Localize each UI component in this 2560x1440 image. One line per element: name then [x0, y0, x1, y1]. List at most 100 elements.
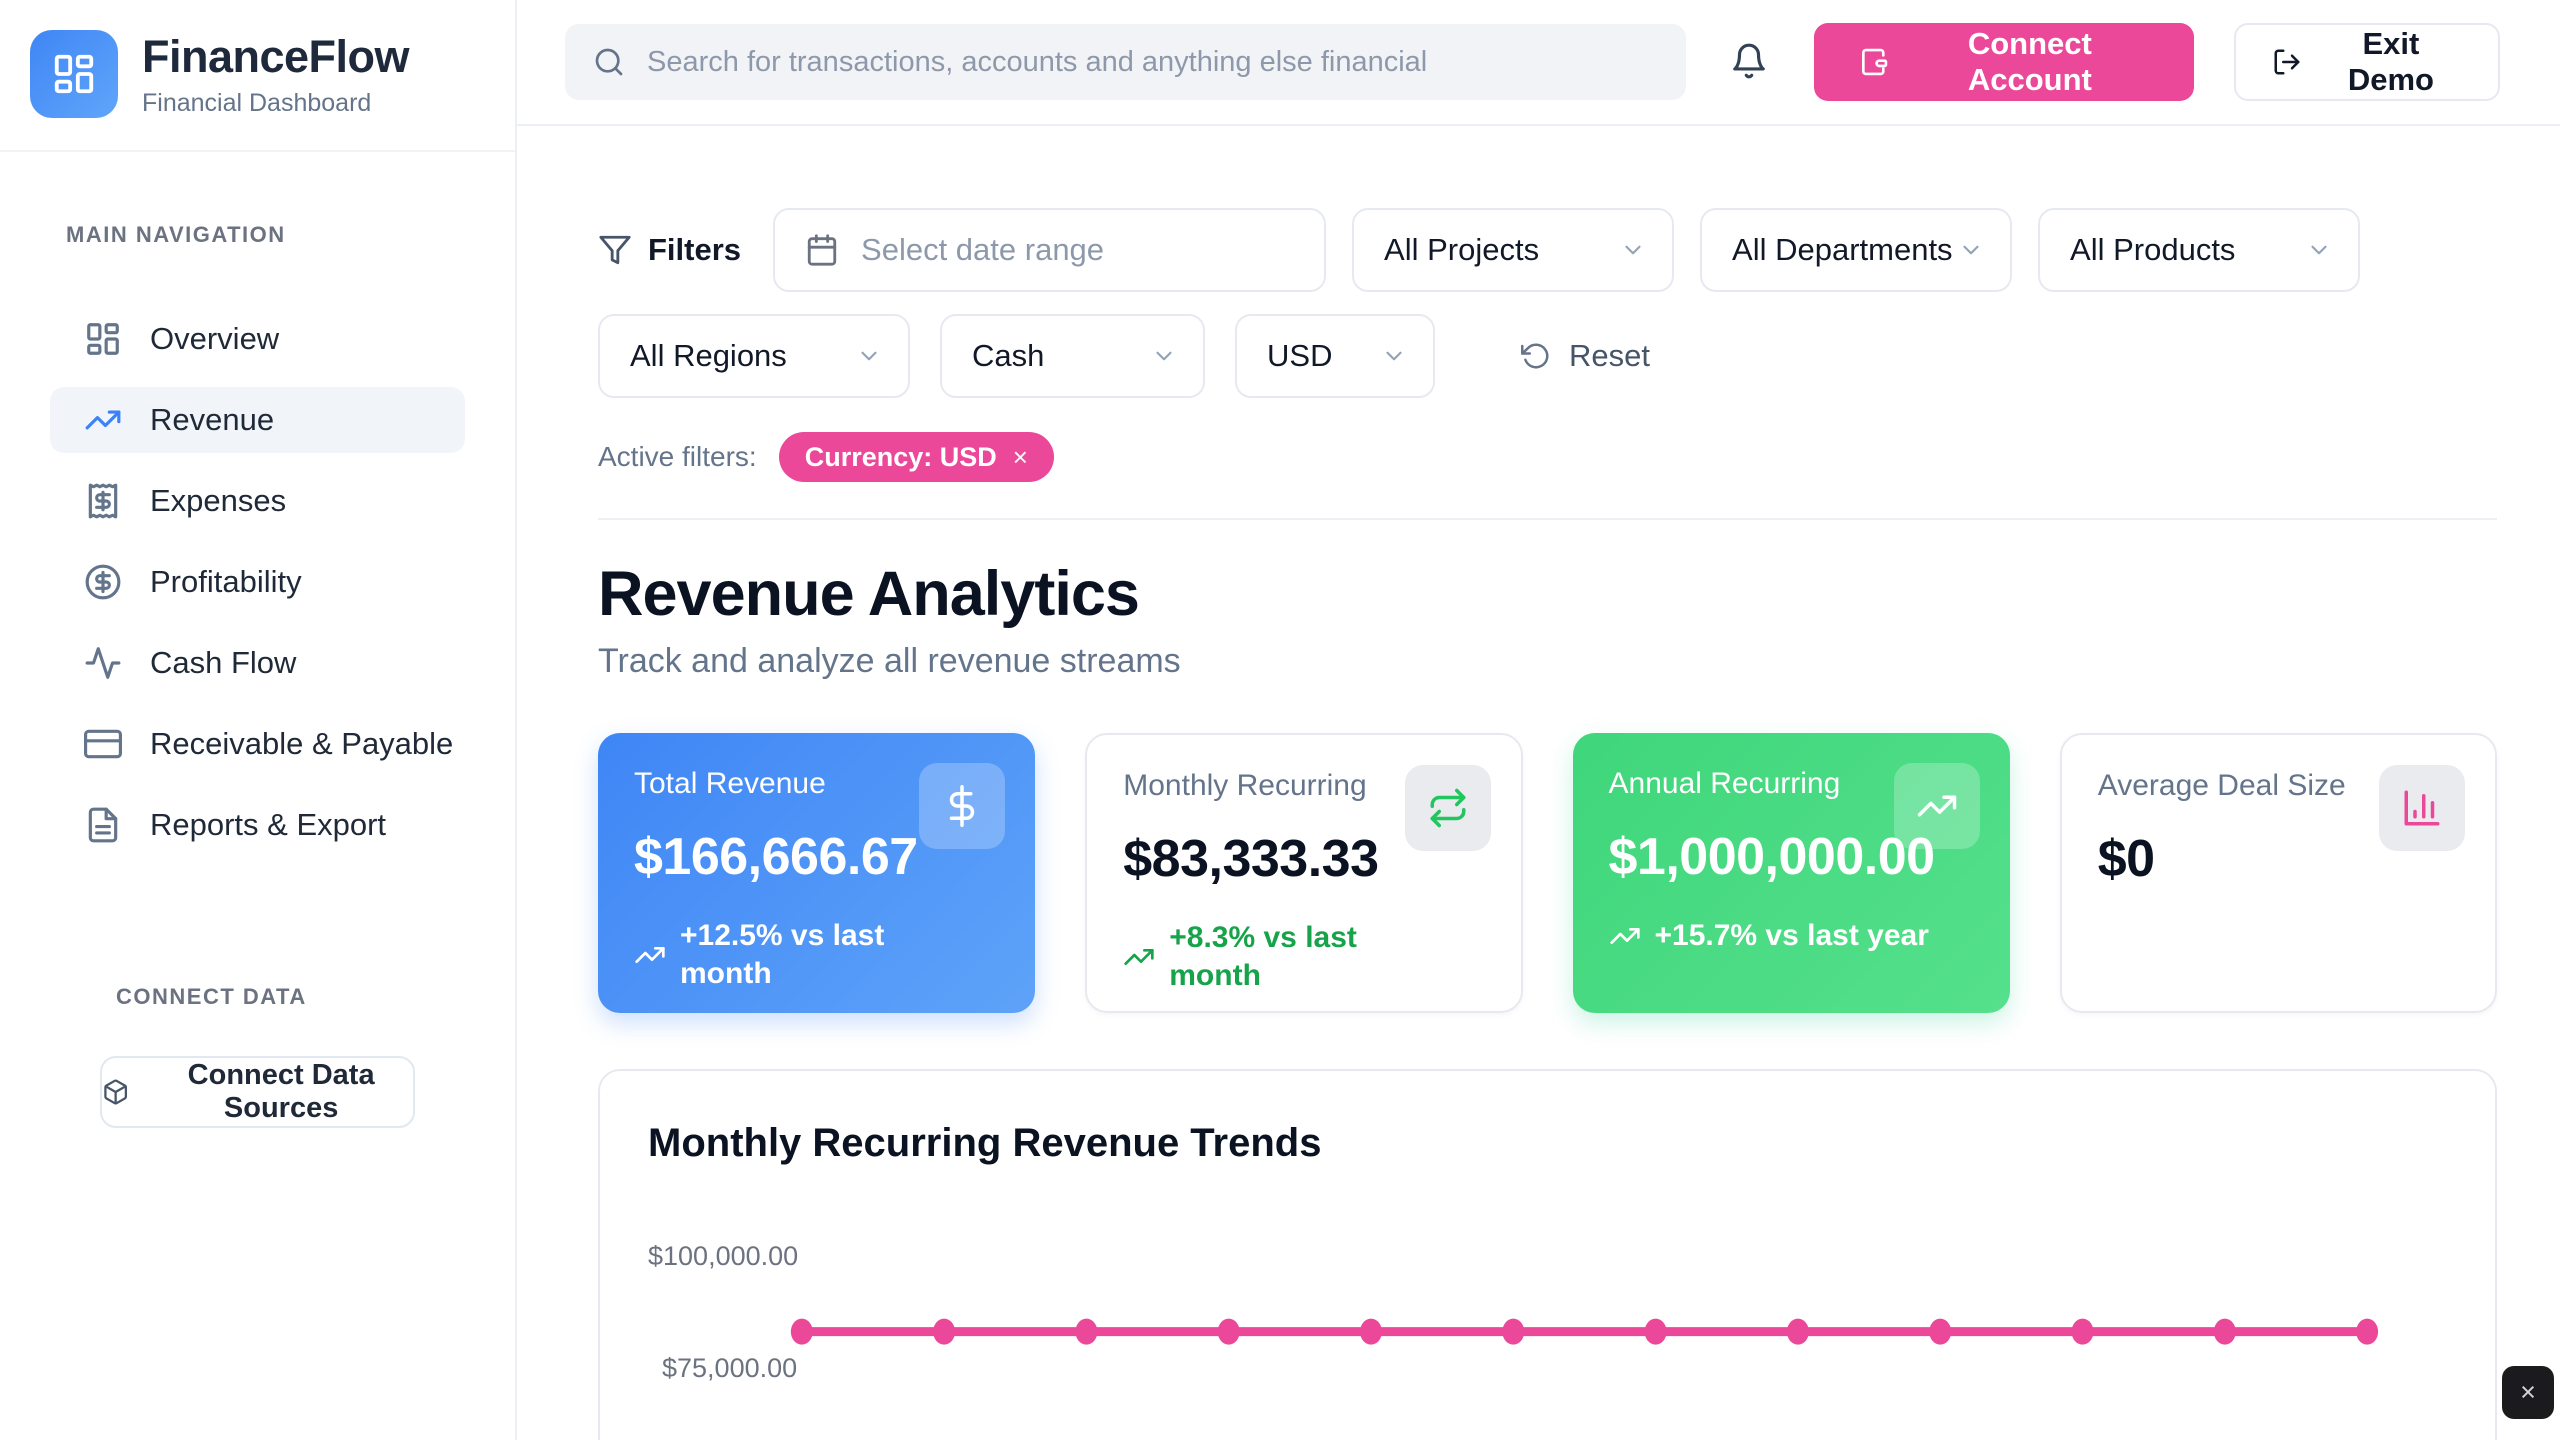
- filters-heading: Filters: [598, 232, 741, 268]
- departments-select[interactable]: All Departments: [1700, 208, 2013, 292]
- trending-up-icon: [635, 946, 665, 963]
- kpi-label: Monthly Recurring: [1123, 769, 1367, 802]
- kpi-change-text: +12.5% vs last month: [680, 919, 885, 990]
- chevron-down-icon: [1963, 245, 1979, 255]
- active-filters-row: Active filters: Currency: USD ×: [598, 432, 2497, 482]
- funnel-icon: [599, 235, 631, 265]
- filters-label: Filters: [648, 232, 742, 267]
- kpi-card-total-revenue[interactable]: Total Revenue $166,666.67 +12.5% vs last…: [598, 733, 1036, 1013]
- kpi-value: $0: [2097, 830, 2155, 888]
- kpi-change-text: +15.7% vs last year: [1654, 919, 1929, 952]
- currency-select[interactable]: USD: [1235, 314, 1435, 398]
- app-logo-block: FinanceFlow Financial Dashboard: [0, 0, 515, 152]
- sidebar-item-expenses[interactable]: Expenses: [50, 468, 465, 534]
- regions-select[interactable]: All Regions: [598, 314, 910, 398]
- bar-chart-icon: [2379, 765, 2465, 851]
- kpi-label: Annual Recurring: [1608, 767, 1841, 800]
- trending-up-icon: [1893, 763, 1980, 849]
- connect-data-sources-label: Connect Data Sources: [187, 1059, 375, 1124]
- trending-up-icon: [1609, 927, 1640, 944]
- sidebar-item-label: Cash Flow: [150, 645, 297, 680]
- log-out-icon: [2274, 49, 2300, 75]
- receipt-icon: [84, 482, 122, 520]
- kpi-label: Average Deal Size: [2097, 769, 2346, 802]
- projects-select[interactable]: All Projects: [1352, 208, 1675, 292]
- active-filters-label: Active filters:: [598, 441, 757, 472]
- kpi-card-monthly-recurring[interactable]: Monthly Recurring $83,333.33 +8.3% vs la…: [1085, 733, 1523, 1013]
- top-bar: Connect Account Exit Demo: [517, 0, 2560, 126]
- kpi-card-average-deal-size[interactable]: Average Deal Size $0: [2059, 733, 2497, 1013]
- sidebar-item-receivable-payable[interactable]: Receivable & Payable: [50, 711, 465, 777]
- chip-label: Currency: USD: [804, 441, 997, 472]
- sidebar-item-label: Revenue: [150, 402, 275, 437]
- chevron-down-icon: [861, 351, 877, 361]
- notifications-bell-icon[interactable]: [1730, 42, 1768, 82]
- date-range-input[interactable]: [861, 232, 1295, 268]
- date-range-picker[interactable]: [773, 208, 1327, 292]
- kpi-cards: Total Revenue $166,666.67 +12.5% vs last…: [598, 733, 2497, 1013]
- currency-filter-chip[interactable]: Currency: USD ×: [778, 432, 1054, 482]
- filters-row-2: All Regions Cash USD Reset: [598, 314, 2497, 398]
- mrr-line-chart[interactable]: [600, 1071, 2495, 1440]
- circle-dollar-icon: [84, 563, 122, 601]
- wallet-icon: [1861, 48, 1888, 76]
- credit-card-icon: [84, 725, 122, 763]
- file-text-icon: [84, 806, 122, 844]
- kpi-change: +8.3% vs last month: [1123, 919, 1484, 994]
- filters-row-1: Filters All Projects All Departments All…: [598, 208, 2497, 292]
- sidebar-item-revenue[interactable]: Revenue: [50, 387, 465, 453]
- connect-account-label: Connect Account: [1967, 26, 2092, 97]
- nav-section-title: MAIN NAVIGATION: [66, 222, 286, 247]
- dollar-icon: [919, 763, 1006, 849]
- app-subtitle: Financial Dashboard: [142, 88, 372, 117]
- kpi-change-text: +8.3% vs last month: [1169, 921, 1357, 992]
- kpi-change: +12.5% vs last month: [634, 917, 999, 992]
- calendar-icon: [807, 234, 837, 266]
- departments-select-value: All Departments: [1732, 232, 1953, 267]
- close-icon: ×: [2520, 1377, 2536, 1407]
- products-select[interactable]: All Products: [2038, 208, 2361, 292]
- dashboard-grid-icon: [84, 320, 122, 358]
- trending-up-icon: [1124, 948, 1154, 965]
- trending-up-icon: [84, 401, 122, 439]
- global-search[interactable]: [565, 24, 1686, 100]
- section-divider: [598, 518, 2497, 520]
- overlay-close-button[interactable]: ×: [2502, 1366, 2554, 1419]
- chevron-down-icon: [1156, 351, 1172, 361]
- connect-data-sources-button[interactable]: Connect Data Sources: [100, 1056, 415, 1128]
- sidebar-item-label: Expenses: [150, 483, 287, 518]
- y-axis-tick-100k: $100,000.00: [648, 1241, 799, 1271]
- connect-account-button[interactable]: Connect Account: [1813, 23, 2194, 101]
- sidebar-item-overview[interactable]: Overview: [50, 306, 465, 372]
- kpi-label: Total Revenue: [634, 767, 826, 800]
- page-subtitle: Track and analyze all revenue streams: [598, 642, 1181, 680]
- exit-demo-label: Exit Demo: [2347, 26, 2434, 97]
- kpi-value: $83,333.33: [1123, 830, 1379, 888]
- sidebar-item-cash-flow[interactable]: Cash Flow: [50, 630, 465, 696]
- chevron-down-icon: [1386, 351, 1402, 361]
- search-icon: [595, 48, 623, 76]
- main-content: Filters All Projects All Departments All…: [517, 126, 2560, 1440]
- kpi-card-annual-recurring[interactable]: Annual Recurring $1,000,000.00 +15.7% vs…: [1572, 733, 2010, 1013]
- sidebar-item-profitability[interactable]: Profitability: [50, 549, 465, 615]
- mrr-trends-chart-card: Monthly Recurring Revenue Trends $100,00…: [598, 1069, 2497, 1440]
- exit-demo-button[interactable]: Exit Demo: [2233, 23, 2500, 101]
- search-input[interactable]: [647, 45, 1658, 79]
- payment-method-select[interactable]: Cash: [940, 314, 1205, 398]
- kpi-value: $166,666.67: [634, 828, 918, 886]
- page-title: Revenue Analytics: [598, 559, 1140, 629]
- chevron-down-icon: [2311, 245, 2327, 255]
- chevron-down-icon: [1625, 245, 1641, 255]
- reset-label: Reset: [1569, 338, 1650, 373]
- reset-filters-button[interactable]: Reset: [1521, 338, 1650, 374]
- connect-data-section-title: CONNECT DATA: [116, 984, 307, 1009]
- sidebar-item-label: Reports & Export: [150, 807, 387, 842]
- app-name: FinanceFlow: [142, 30, 410, 82]
- chart-title: Monthly Recurring Revenue Trends: [648, 1121, 1322, 1165]
- repeat-icon: [1404, 765, 1491, 851]
- chip-close-icon[interactable]: ×: [1012, 441, 1028, 472]
- rotate-ccw-icon: [1521, 343, 1549, 369]
- sidebar-item-reports-export[interactable]: Reports & Export: [50, 792, 465, 858]
- sidebar-item-label: Profitability: [150, 564, 302, 599]
